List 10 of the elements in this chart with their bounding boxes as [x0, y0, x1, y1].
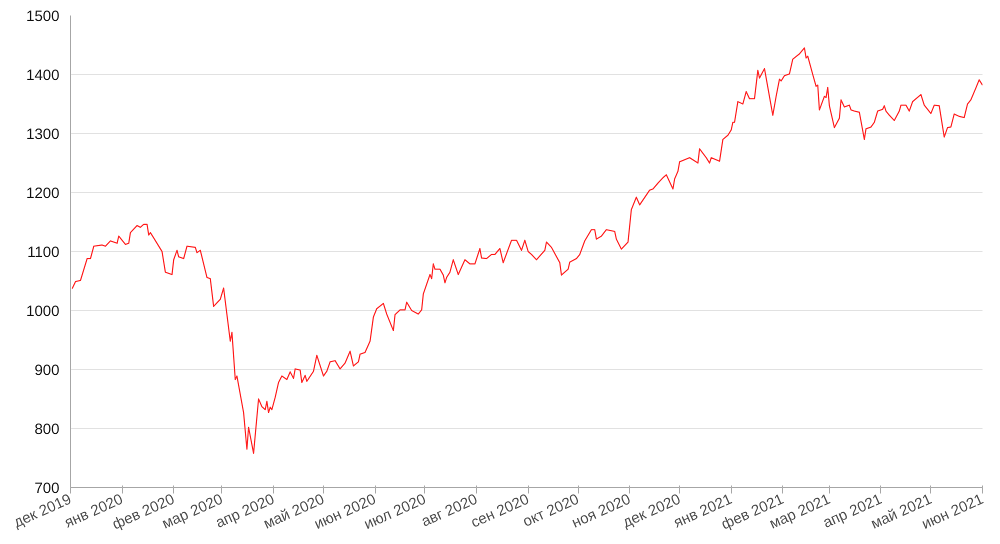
y-tick-label: 1400 — [26, 67, 60, 84]
y-tick-label: 1200 — [26, 185, 60, 202]
y-tick-label: 1300 — [26, 126, 60, 143]
y-tick-label: 1500 — [26, 8, 60, 25]
y-tick-label: 800 — [34, 421, 60, 438]
y-tick-label: 1000 — [26, 303, 60, 320]
line-series — [72, 47, 982, 454]
y-tick-label: 700 — [34, 480, 60, 497]
y-tick-label: 1100 — [27, 244, 60, 261]
y-tick-label: 900 — [34, 362, 60, 379]
